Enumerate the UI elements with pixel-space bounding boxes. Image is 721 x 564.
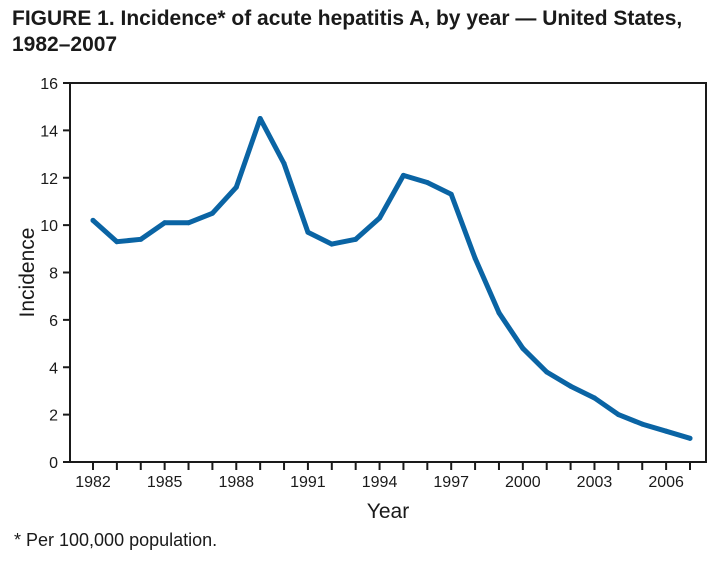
y-tick-label: 16 bbox=[40, 76, 58, 93]
data-point bbox=[209, 210, 215, 216]
data-point bbox=[162, 220, 168, 226]
x-tick-label: 1988 bbox=[218, 474, 254, 491]
data-point bbox=[90, 217, 96, 223]
data-point bbox=[520, 345, 526, 351]
x-tick-label: 1982 bbox=[75, 474, 111, 491]
data-point bbox=[472, 255, 478, 261]
y-tick-label: 10 bbox=[40, 218, 58, 235]
data-point bbox=[138, 236, 144, 242]
y-tick-label: 2 bbox=[49, 408, 58, 425]
data-point bbox=[687, 435, 693, 441]
x-axis-title: Year bbox=[367, 500, 409, 523]
data-point bbox=[233, 184, 239, 190]
data-point bbox=[496, 310, 502, 316]
y-tick-label: 4 bbox=[49, 360, 58, 377]
data-point bbox=[663, 428, 669, 434]
data-point bbox=[305, 229, 311, 235]
x-tick-label: 2003 bbox=[577, 474, 613, 491]
figure-title: FIGURE 1. Incidence* of acute hepatitis … bbox=[12, 7, 683, 56]
data-point bbox=[448, 191, 454, 197]
x-tick-label: 2006 bbox=[648, 474, 684, 491]
data-point bbox=[400, 172, 406, 178]
x-tick-label: 1985 bbox=[147, 474, 183, 491]
data-point bbox=[377, 215, 383, 221]
data-point bbox=[424, 179, 430, 185]
data-point bbox=[544, 369, 550, 375]
series-line bbox=[90, 116, 693, 441]
data-point bbox=[639, 421, 645, 427]
x-tick-label: 1997 bbox=[433, 474, 469, 491]
y-tick-label: 14 bbox=[40, 123, 58, 140]
x-tick-label: 2000 bbox=[505, 474, 541, 491]
footnote: * Per 100,000 population. bbox=[14, 530, 218, 550]
data-point bbox=[568, 383, 574, 389]
y-tick-label: 8 bbox=[49, 266, 58, 283]
x-tick-label: 1994 bbox=[362, 474, 398, 491]
x-tick-label: 1991 bbox=[290, 474, 326, 491]
data-point bbox=[281, 161, 287, 167]
data-point bbox=[114, 239, 120, 245]
y-axis-title: Incidence bbox=[16, 228, 39, 318]
data-point bbox=[329, 241, 335, 247]
plot-frame bbox=[69, 82, 707, 463]
y-tick-label: 12 bbox=[40, 171, 58, 188]
data-point bbox=[257, 116, 263, 122]
data-point bbox=[591, 395, 597, 401]
data-point bbox=[353, 236, 359, 242]
data-point bbox=[615, 412, 621, 418]
y-tick-label: 0 bbox=[49, 455, 58, 472]
y-tick-label: 6 bbox=[49, 313, 58, 330]
data-point bbox=[186, 220, 192, 226]
